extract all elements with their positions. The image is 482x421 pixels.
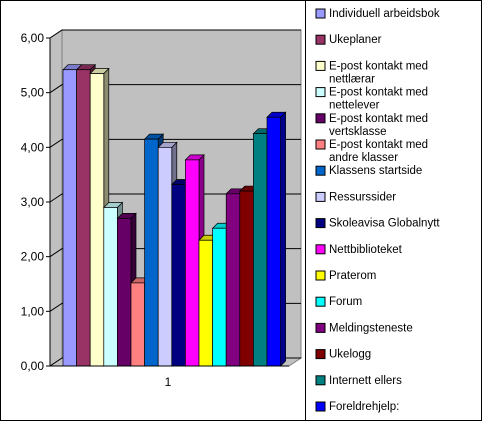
gridline — [49, 29, 301, 39]
legend-swatch — [315, 60, 326, 71]
legend-label: Forum — [329, 296, 362, 308]
gridline — [49, 193, 301, 203]
legend-box — [305, 0, 482, 421]
gridline — [49, 84, 301, 94]
legend-label: Praterom — [329, 270, 376, 282]
legend-swatch — [315, 218, 326, 229]
bar-front — [76, 69, 91, 367]
bar-16 — [266, 111, 287, 367]
legend-swatch — [315, 139, 326, 150]
y-tick-label: 0,00 — [21, 359, 45, 373]
legend-item: Internett ellers — [315, 375, 402, 387]
legend-label: Ressurssider — [329, 191, 396, 203]
legend-item: Foreldrehjelp: — [315, 401, 399, 413]
legend-swatch — [315, 8, 326, 19]
bar-front — [62, 69, 77, 367]
legend-label: Skoleavisa Globalnytt — [329, 218, 440, 230]
legend-label: E-post kontakt med nettlærar — [329, 60, 428, 85]
y-tick-label: 2,00 — [21, 250, 45, 264]
y-tick-label: 4,00 — [21, 140, 45, 154]
y-tick-label: 6,00 — [21, 31, 45, 45]
bar-front — [239, 190, 254, 367]
legend-swatch — [315, 191, 326, 202]
bar-front — [171, 184, 186, 367]
legend-swatch — [315, 375, 326, 386]
legend-item: E-post kontakt med nettlærar — [315, 60, 428, 85]
legend-swatch — [315, 165, 326, 176]
legend-item: Skoleavisa Globalnytt — [315, 218, 440, 230]
legend-item: E-post kontakt med vertsklasse — [315, 113, 428, 138]
legend-swatch — [315, 401, 326, 412]
legend-item: Ukeplaner — [315, 34, 382, 46]
bar-front — [185, 159, 200, 367]
bar-front — [212, 227, 227, 367]
legend-label: Individuell arbeidsbok — [329, 8, 440, 20]
legend-label: E-post kontakt med nettelever — [329, 87, 428, 112]
legend-item: Ukelogg — [315, 349, 371, 361]
bars — [62, 63, 287, 367]
legend-item: E-post kontakt med nettelever — [315, 87, 428, 112]
bar-front — [103, 207, 118, 367]
legend-swatch — [315, 87, 326, 98]
legend-swatch — [315, 322, 326, 333]
bar-front — [89, 73, 105, 367]
legend-swatch — [315, 296, 326, 307]
legend: Individuell arbeidsbok Ukeplaner E-post ko… — [315, 8, 440, 413]
legend-label: Foreldrehjelp: — [329, 401, 399, 413]
legend-item: Klassens startside — [315, 165, 422, 177]
legend-item: E-post kontakt med andre klasser — [315, 139, 428, 164]
y-tick-label: 5,00 — [21, 86, 45, 100]
legend-item: Forum — [315, 296, 362, 308]
bar-side — [280, 111, 286, 367]
legend-swatch — [315, 270, 326, 281]
bar-front — [117, 218, 132, 367]
legend-label: Ukelogg — [329, 349, 371, 361]
y-tick-label: 3,00 — [21, 195, 45, 209]
legend-label: E-post kontakt med andre klasser — [329, 139, 428, 164]
legend-label: Nettbiblioteket — [329, 244, 403, 256]
y-tick-label: 1,00 — [21, 304, 45, 318]
legend-swatch — [315, 34, 326, 45]
legend-label: Internett ellers — [329, 375, 402, 387]
legend-item: Nettbiblioteket — [315, 244, 403, 256]
bar-front — [157, 146, 173, 367]
bar-front — [130, 282, 145, 367]
x-tick-label: 1 — [165, 375, 172, 389]
legend-item: Meldingsteneste — [315, 322, 413, 334]
bar-front — [253, 133, 268, 367]
legend-item: Ressurssider — [315, 191, 396, 203]
gridline — [49, 138, 301, 148]
legend-label: Meldingsteneste — [329, 322, 413, 334]
legend-label: E-post kontakt med vertsklasse — [329, 113, 428, 138]
legend-label: Klassens startside — [329, 165, 422, 177]
bar-front — [198, 239, 213, 367]
bar-front — [144, 138, 159, 367]
bar-front — [225, 193, 241, 367]
bar-front — [266, 116, 281, 367]
legend-swatch — [315, 349, 326, 360]
legend-item: Individuell arbeidsbok — [315, 8, 440, 20]
legend-swatch — [315, 113, 326, 124]
legend-label: Ukeplaner — [329, 34, 382, 46]
legend-swatch — [315, 244, 326, 255]
x-ticks: 1 — [165, 375, 172, 389]
y-ticks: 0,00 1,00 2,00 3,00 4,00 5,00 6,00 — [21, 31, 50, 373]
legend-item: Praterom — [315, 270, 376, 282]
